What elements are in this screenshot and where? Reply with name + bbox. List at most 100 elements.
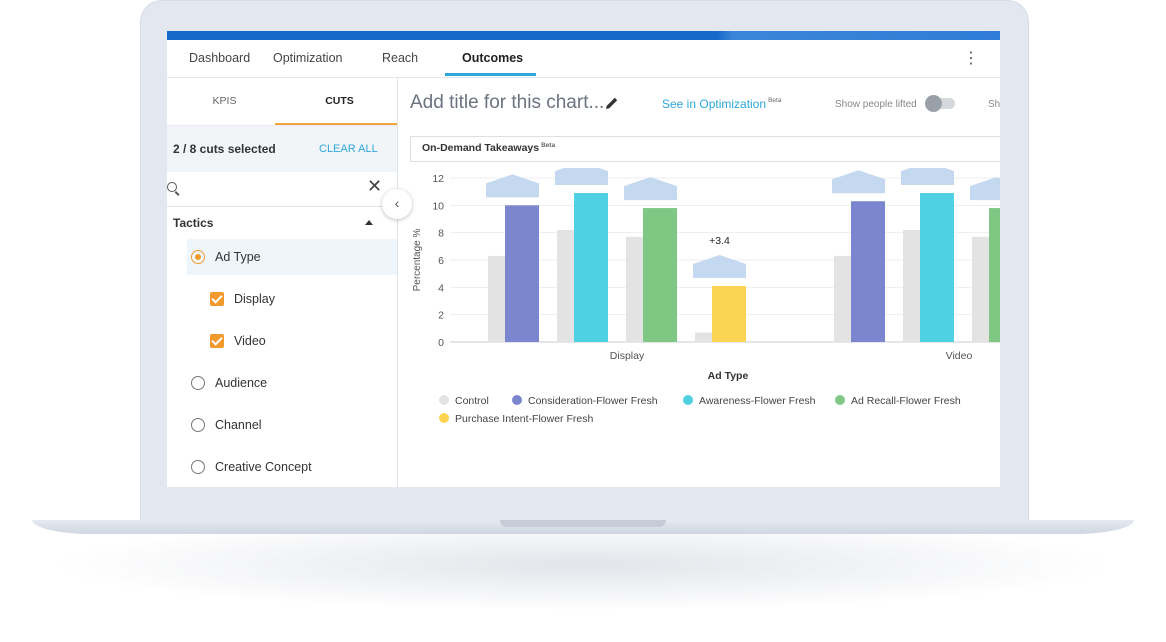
tab-outcomes[interactable]: Outcomes xyxy=(462,51,524,65)
lift-badge xyxy=(693,254,746,278)
caret-up-icon xyxy=(365,220,373,225)
y-tick-label: 0 xyxy=(438,337,444,349)
legend-label: Purchase Intent-Flower Fresh xyxy=(455,413,593,425)
x-tick-label: Display xyxy=(610,350,645,362)
option-video[interactable]: Video xyxy=(187,323,397,359)
x-axis-label: Ad Type xyxy=(708,370,749,382)
y-tick-label: 10 xyxy=(432,200,444,212)
exposed-bar xyxy=(920,193,954,342)
link-text: See in Optimization xyxy=(662,97,767,111)
checkbox-checked-icon[interactable] xyxy=(210,334,224,348)
y-tick-label: 4 xyxy=(438,282,444,294)
beta-badge: Beta xyxy=(541,142,556,149)
control-bar xyxy=(626,236,643,342)
legend-label: Consideration-Flower Fresh xyxy=(528,395,658,407)
active-tab-indicator xyxy=(445,73,536,76)
pencil-icon[interactable] xyxy=(604,95,620,111)
app-screen: Dashboard Optimization Reach Outcomes ⋮ … xyxy=(167,31,1000,487)
clear-all-button[interactable]: CLEAR ALL xyxy=(319,143,378,155)
top-nav: Dashboard Optimization Reach Outcomes ⋮ xyxy=(167,40,1000,78)
lift-badge xyxy=(555,168,608,186)
cuts-sidebar: KPIS CUTS 2 / 8 cuts selected CLEAR ALL … xyxy=(167,78,398,487)
chart-title[interactable]: Add title for this chart... xyxy=(410,92,605,113)
cuts-selected-count: 2 / 8 cuts selected xyxy=(173,142,276,156)
exposed-bar xyxy=(712,285,746,342)
legend-swatch xyxy=(439,413,449,423)
y-tick-label: 12 xyxy=(432,173,444,185)
option-creative-concept[interactable]: Creative Concept xyxy=(187,449,397,485)
laptop-shadow xyxy=(60,520,1106,610)
sidebar-tab-kpis[interactable]: KPIS xyxy=(212,95,237,107)
tab-optimization[interactable]: Optimization xyxy=(273,51,343,65)
section-title: Tactics xyxy=(173,216,214,230)
collapse-sidebar-button[interactable]: ‹ xyxy=(382,189,412,219)
tab-dashboard[interactable]: Dashboard xyxy=(189,51,251,65)
legend-swatch xyxy=(439,395,449,405)
tab-reach[interactable]: Reach xyxy=(382,51,419,65)
y-tick-label: 8 xyxy=(438,228,444,240)
legend-label: Awareness-Flower Fresh xyxy=(699,395,816,407)
exposed-bar xyxy=(574,193,608,342)
show-people-lifted-toggle[interactable] xyxy=(925,95,955,112)
section-tactics[interactable]: Tactics xyxy=(167,207,397,239)
option-audience[interactable]: Audience xyxy=(187,365,397,401)
lift-value-label: +3.4 xyxy=(709,235,730,247)
kebab-menu-icon[interactable]: ⋮ xyxy=(963,50,979,67)
toggle-knob xyxy=(925,95,942,112)
on-demand-takeaways[interactable]: On-Demand Takeaways Beta xyxy=(410,136,1000,162)
exposed-bar xyxy=(851,201,885,342)
legend-swatch xyxy=(835,395,845,405)
see-in-optimization-link[interactable]: See in Optimization Beta xyxy=(662,97,781,111)
radio-icon[interactable] xyxy=(191,376,205,390)
lift-value-label: +2 xyxy=(991,168,1000,169)
laptop-base xyxy=(32,520,1134,534)
exposed-bar xyxy=(989,208,1000,342)
lift-badge xyxy=(970,177,1000,201)
control-bar xyxy=(903,229,920,342)
option-display[interactable]: Display xyxy=(187,281,397,317)
option-label: Display xyxy=(234,292,275,306)
chart-panel: Add title for this chart... See in Optim… xyxy=(398,78,1000,487)
radio-icon[interactable] xyxy=(191,460,205,474)
takeaways-label: On-Demand Takeaways Beta xyxy=(422,142,555,154)
control-bar xyxy=(972,236,989,342)
legend-label: Ad Recall-Flower Fresh xyxy=(851,395,961,407)
control-bar xyxy=(557,229,574,342)
option-channel[interactable]: Channel xyxy=(187,407,397,443)
legend-swatch xyxy=(683,395,693,405)
control-bar xyxy=(695,332,712,342)
checkbox-checked-icon[interactable] xyxy=(210,292,224,306)
close-icon[interactable]: ✕ xyxy=(367,176,383,196)
cuts-summary: 2 / 8 cuts selected CLEAR ALL xyxy=(167,125,397,172)
exposed-bar xyxy=(643,208,677,342)
radio-selected-icon[interactable] xyxy=(191,250,205,264)
lift-badge xyxy=(901,168,954,186)
beta-badge: Beta xyxy=(768,97,782,104)
sidebar-tab-cuts[interactable]: CUTS xyxy=(325,95,354,107)
chevron-left-icon: ‹ xyxy=(394,195,400,211)
search-input[interactable] xyxy=(187,178,361,202)
truncated-option-label: Sh xyxy=(988,99,1000,110)
legend-label: Control xyxy=(455,395,489,407)
x-tick-label: Video xyxy=(946,350,973,362)
search-icon xyxy=(167,182,177,192)
option-label: Audience xyxy=(215,376,268,390)
option-label: Ad Type xyxy=(215,250,261,264)
lift-badge xyxy=(486,174,539,198)
takeaways-text: On-Demand Takeaways xyxy=(422,142,540,154)
sidebar-tab-indicator xyxy=(275,123,397,125)
lift-badge xyxy=(832,170,885,194)
y-axis-label: Percentage % xyxy=(412,228,423,291)
radio-icon[interactable] xyxy=(191,418,205,432)
y-tick-label: 2 xyxy=(438,310,444,322)
y-tick-label: 6 xyxy=(438,255,444,267)
show-people-lifted-label: Show people lifted xyxy=(835,99,917,110)
exposed-bar xyxy=(505,205,539,342)
brand-bar xyxy=(167,31,1000,40)
option-ad-type[interactable]: Ad Type xyxy=(187,239,397,275)
option-label: Creative Concept xyxy=(215,460,312,474)
option-label: Video xyxy=(234,334,266,348)
lift-value-label: +2.1 xyxy=(640,168,661,169)
option-label: Channel xyxy=(215,418,262,432)
lift-badge xyxy=(624,177,677,201)
